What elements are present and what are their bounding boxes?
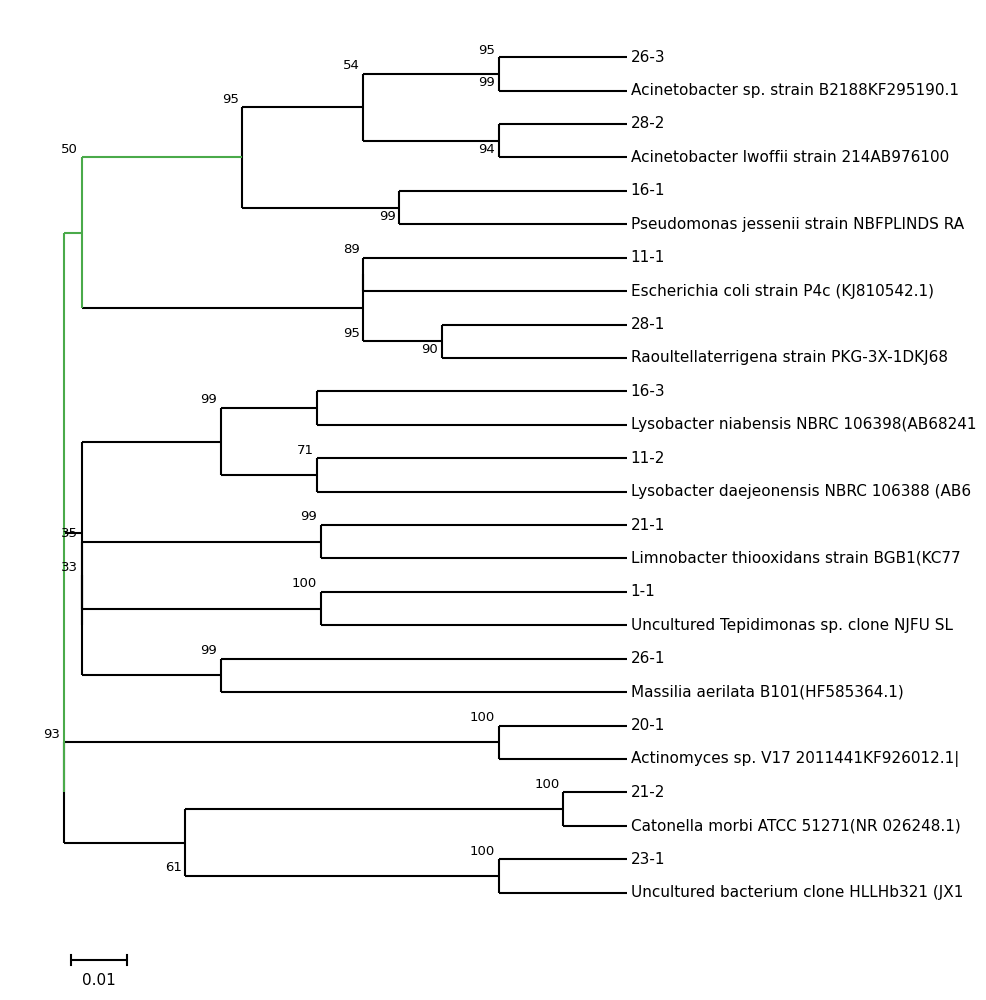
Text: Uncultured Tepidimonas sp. clone NJFU SL: Uncultured Tepidimonas sp. clone NJFU SL (630, 618, 951, 633)
Text: 28-1: 28-1 (630, 317, 665, 332)
Text: 100: 100 (292, 577, 317, 590)
Text: 95: 95 (222, 93, 239, 106)
Text: 89: 89 (343, 243, 360, 256)
Text: 99: 99 (200, 644, 217, 657)
Text: 26-3: 26-3 (630, 50, 665, 65)
Text: 99: 99 (478, 76, 495, 89)
Text: 11-1: 11-1 (630, 250, 665, 265)
Text: 21-2: 21-2 (630, 785, 665, 800)
Text: 95: 95 (342, 327, 360, 340)
Text: 35: 35 (61, 527, 78, 540)
Text: 93: 93 (43, 728, 60, 741)
Text: 71: 71 (296, 444, 314, 457)
Text: 54: 54 (342, 59, 360, 72)
Text: Uncultured bacterium clone HLLHb321 (JX1: Uncultured bacterium clone HLLHb321 (JX1 (630, 885, 962, 900)
Text: 100: 100 (469, 845, 495, 858)
Text: Lysobacter niabensis NBRC 106398(AB68241: Lysobacter niabensis NBRC 106398(AB68241 (630, 417, 975, 432)
Text: 23-1: 23-1 (630, 852, 665, 867)
Text: 20-1: 20-1 (630, 718, 665, 733)
Text: Catonella morbi ATCC 51271(NR 026248.1): Catonella morbi ATCC 51271(NR 026248.1) (630, 818, 959, 833)
Text: 26-1: 26-1 (630, 651, 665, 666)
Text: Limnobacter thiooxidans strain BGB1(KC77: Limnobacter thiooxidans strain BGB1(KC77 (630, 551, 959, 566)
Text: 99: 99 (379, 210, 395, 223)
Text: 21-1: 21-1 (630, 518, 665, 533)
Text: 50: 50 (61, 143, 78, 156)
Text: 16-3: 16-3 (630, 384, 665, 399)
Text: Actinomyces sp. V17 2011441KF926012.1|: Actinomyces sp. V17 2011441KF926012.1| (630, 751, 958, 767)
Text: Massilia aerilata B101(HF585364.1): Massilia aerilata B101(HF585364.1) (630, 685, 902, 700)
Text: 99: 99 (200, 393, 217, 406)
Text: Lysobacter daejeonensis NBRC 106388 (AB6: Lysobacter daejeonensis NBRC 106388 (AB6 (630, 484, 970, 499)
Text: 95: 95 (478, 44, 495, 57)
Text: 100: 100 (533, 778, 559, 791)
Text: 90: 90 (421, 343, 438, 356)
Text: 61: 61 (165, 861, 181, 874)
Text: Acinetobacter sp. strain B2188KF295190.1: Acinetobacter sp. strain B2188KF295190.1 (630, 83, 957, 98)
Text: 1-1: 1-1 (630, 584, 655, 599)
Text: 99: 99 (300, 510, 317, 523)
Text: 0.01: 0.01 (82, 973, 116, 988)
Text: Escherichia coli strain P4c (KJ810542.1): Escherichia coli strain P4c (KJ810542.1) (630, 284, 933, 299)
Text: 11-2: 11-2 (630, 451, 665, 466)
Text: 33: 33 (61, 561, 78, 574)
Text: Raoultellaterrigena strain PKG-3X-1DKJ68: Raoultellaterrigena strain PKG-3X-1DKJ68 (630, 350, 947, 365)
Text: 28-2: 28-2 (630, 116, 665, 131)
Text: 16-1: 16-1 (630, 183, 665, 198)
Text: 100: 100 (469, 711, 495, 724)
Text: 94: 94 (478, 143, 495, 156)
Text: Acinetobacter lwoffii strain 214AB976100: Acinetobacter lwoffii strain 214AB976100 (630, 150, 948, 165)
Text: Pseudomonas jessenii strain NBFPLINDS RA: Pseudomonas jessenii strain NBFPLINDS RA (630, 217, 962, 232)
